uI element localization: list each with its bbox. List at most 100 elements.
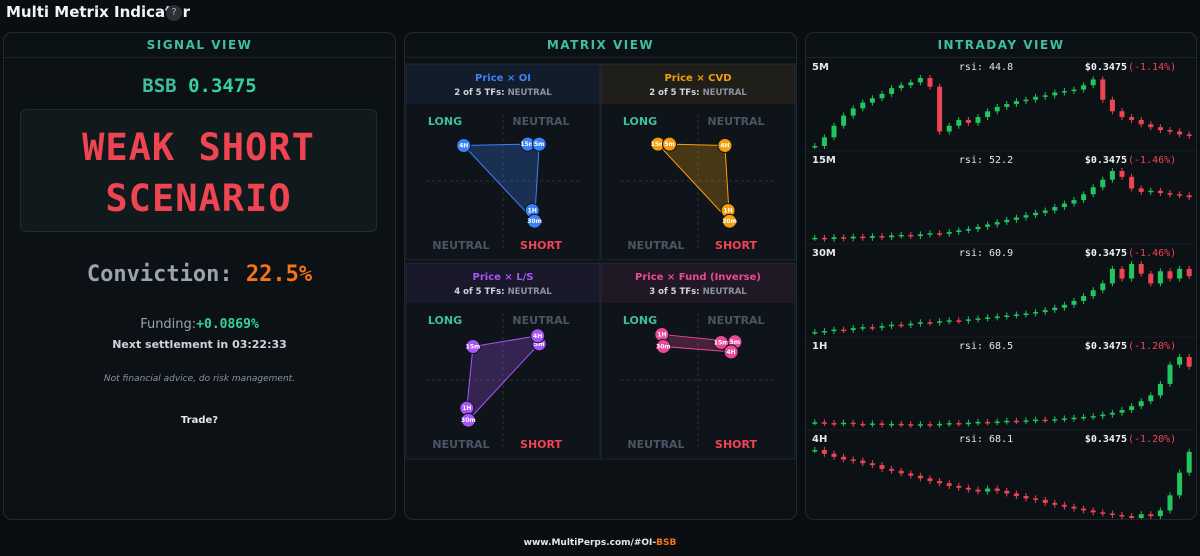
candle	[1109, 99, 1115, 112]
candle	[917, 234, 923, 237]
candle	[1090, 187, 1096, 195]
candle	[879, 465, 885, 469]
candle	[850, 459, 856, 461]
candle	[1033, 96, 1039, 100]
candle	[1148, 514, 1154, 517]
footer-symbol: BSB	[656, 538, 677, 548]
candle	[1119, 111, 1125, 118]
candle	[821, 137, 827, 146]
candle	[946, 232, 952, 234]
candle	[1186, 195, 1192, 198]
candle	[956, 230, 962, 233]
candle	[1186, 134, 1192, 136]
timeframe: 15M	[812, 155, 836, 166]
candle	[831, 125, 837, 138]
quadrant-header	[406, 64, 600, 104]
timeframe-label: 5m	[534, 141, 544, 148]
change: (-1.14%)	[1128, 62, 1176, 73]
candle	[1167, 271, 1173, 279]
candle	[965, 229, 971, 231]
timeframe-label: 1H	[462, 405, 471, 412]
candle	[937, 233, 943, 235]
price: $0.3475	[1085, 155, 1127, 166]
candle	[812, 422, 818, 424]
candle	[1071, 200, 1077, 204]
help-button[interactable]: ?	[166, 5, 182, 21]
candle	[985, 421, 991, 424]
quadrant-title: Price × CVD	[664, 73, 731, 84]
footer-link[interactable]: www.MultiPerps.com/#OI-	[523, 538, 657, 548]
candle	[821, 450, 827, 454]
candle	[975, 489, 981, 492]
candle	[1042, 499, 1048, 503]
timeframe-label: 15m	[520, 141, 535, 148]
rsi: rsi: 68.1	[959, 434, 1013, 445]
candle	[841, 115, 847, 126]
quadrant-title: Price × OI	[475, 73, 531, 84]
timeframe: 5M	[812, 62, 829, 73]
timeframe-label: 15m	[466, 344, 481, 351]
candle	[831, 423, 837, 425]
candle	[1090, 416, 1096, 418]
candle	[850, 422, 856, 425]
candle	[1100, 512, 1106, 514]
candle	[985, 111, 991, 118]
candle	[1004, 219, 1010, 223]
timeframe-point	[717, 137, 733, 153]
quadrant-subtitle: 3 of 5 TFs: NEUTRAL	[649, 287, 747, 297]
candle	[1081, 194, 1087, 201]
candle	[1157, 190, 1163, 194]
candle	[965, 119, 971, 123]
candle	[975, 318, 981, 320]
price: $0.3475	[1085, 62, 1127, 73]
quadrant-label: SHORT	[715, 438, 757, 451]
funding: Funding:+0.0869%	[4, 317, 395, 332]
candle	[898, 470, 904, 474]
timeframe-point	[531, 136, 547, 152]
candle	[850, 328, 856, 331]
candle	[937, 423, 943, 426]
candle	[946, 483, 952, 486]
candle	[1052, 92, 1058, 96]
funding-value: +0.0869%	[196, 317, 259, 332]
candle	[994, 488, 1000, 491]
candle	[937, 480, 943, 484]
timeframe-point	[655, 339, 671, 354]
candle	[908, 323, 914, 326]
timeframe-label: 5m	[730, 339, 740, 346]
candle	[879, 326, 885, 328]
candle	[1071, 417, 1077, 420]
candle	[812, 237, 818, 240]
candle	[1109, 171, 1115, 180]
candle	[927, 233, 933, 235]
timeframe: 1H	[812, 341, 827, 352]
candle	[1109, 268, 1115, 284]
candle	[994, 222, 1000, 225]
candle	[1071, 300, 1077, 305]
candle	[1052, 502, 1058, 505]
tf-count: 3 of 5 TFs:	[649, 287, 699, 297]
timeframe-label: 15m	[714, 339, 729, 346]
candle	[1071, 89, 1077, 92]
trade-button[interactable]: Trade?	[180, 415, 219, 426]
candle	[985, 488, 991, 492]
candle	[898, 423, 904, 426]
timeframe-label: 30m	[722, 218, 737, 225]
candle	[927, 424, 933, 426]
candle	[1109, 513, 1115, 515]
candle	[1148, 395, 1154, 402]
candle	[1100, 179, 1106, 188]
signal-panel: SIGNAL VIEW BSB 0.3475 WEAK SHORT SCENAR…	[3, 32, 396, 520]
timeframe-point	[465, 339, 481, 354]
price: $0.3475	[1085, 434, 1127, 445]
candle	[1157, 127, 1163, 131]
candle	[1119, 171, 1125, 177]
tf-count: 2 of 5 TFs:	[649, 88, 699, 98]
candle	[850, 236, 856, 239]
timeframe-label: 1H	[723, 207, 732, 214]
change: (-1.20%)	[1128, 434, 1176, 445]
signal-line: SCENARIO	[105, 177, 292, 220]
candle	[1052, 307, 1058, 311]
candle	[1157, 271, 1163, 284]
candle	[1023, 313, 1029, 316]
